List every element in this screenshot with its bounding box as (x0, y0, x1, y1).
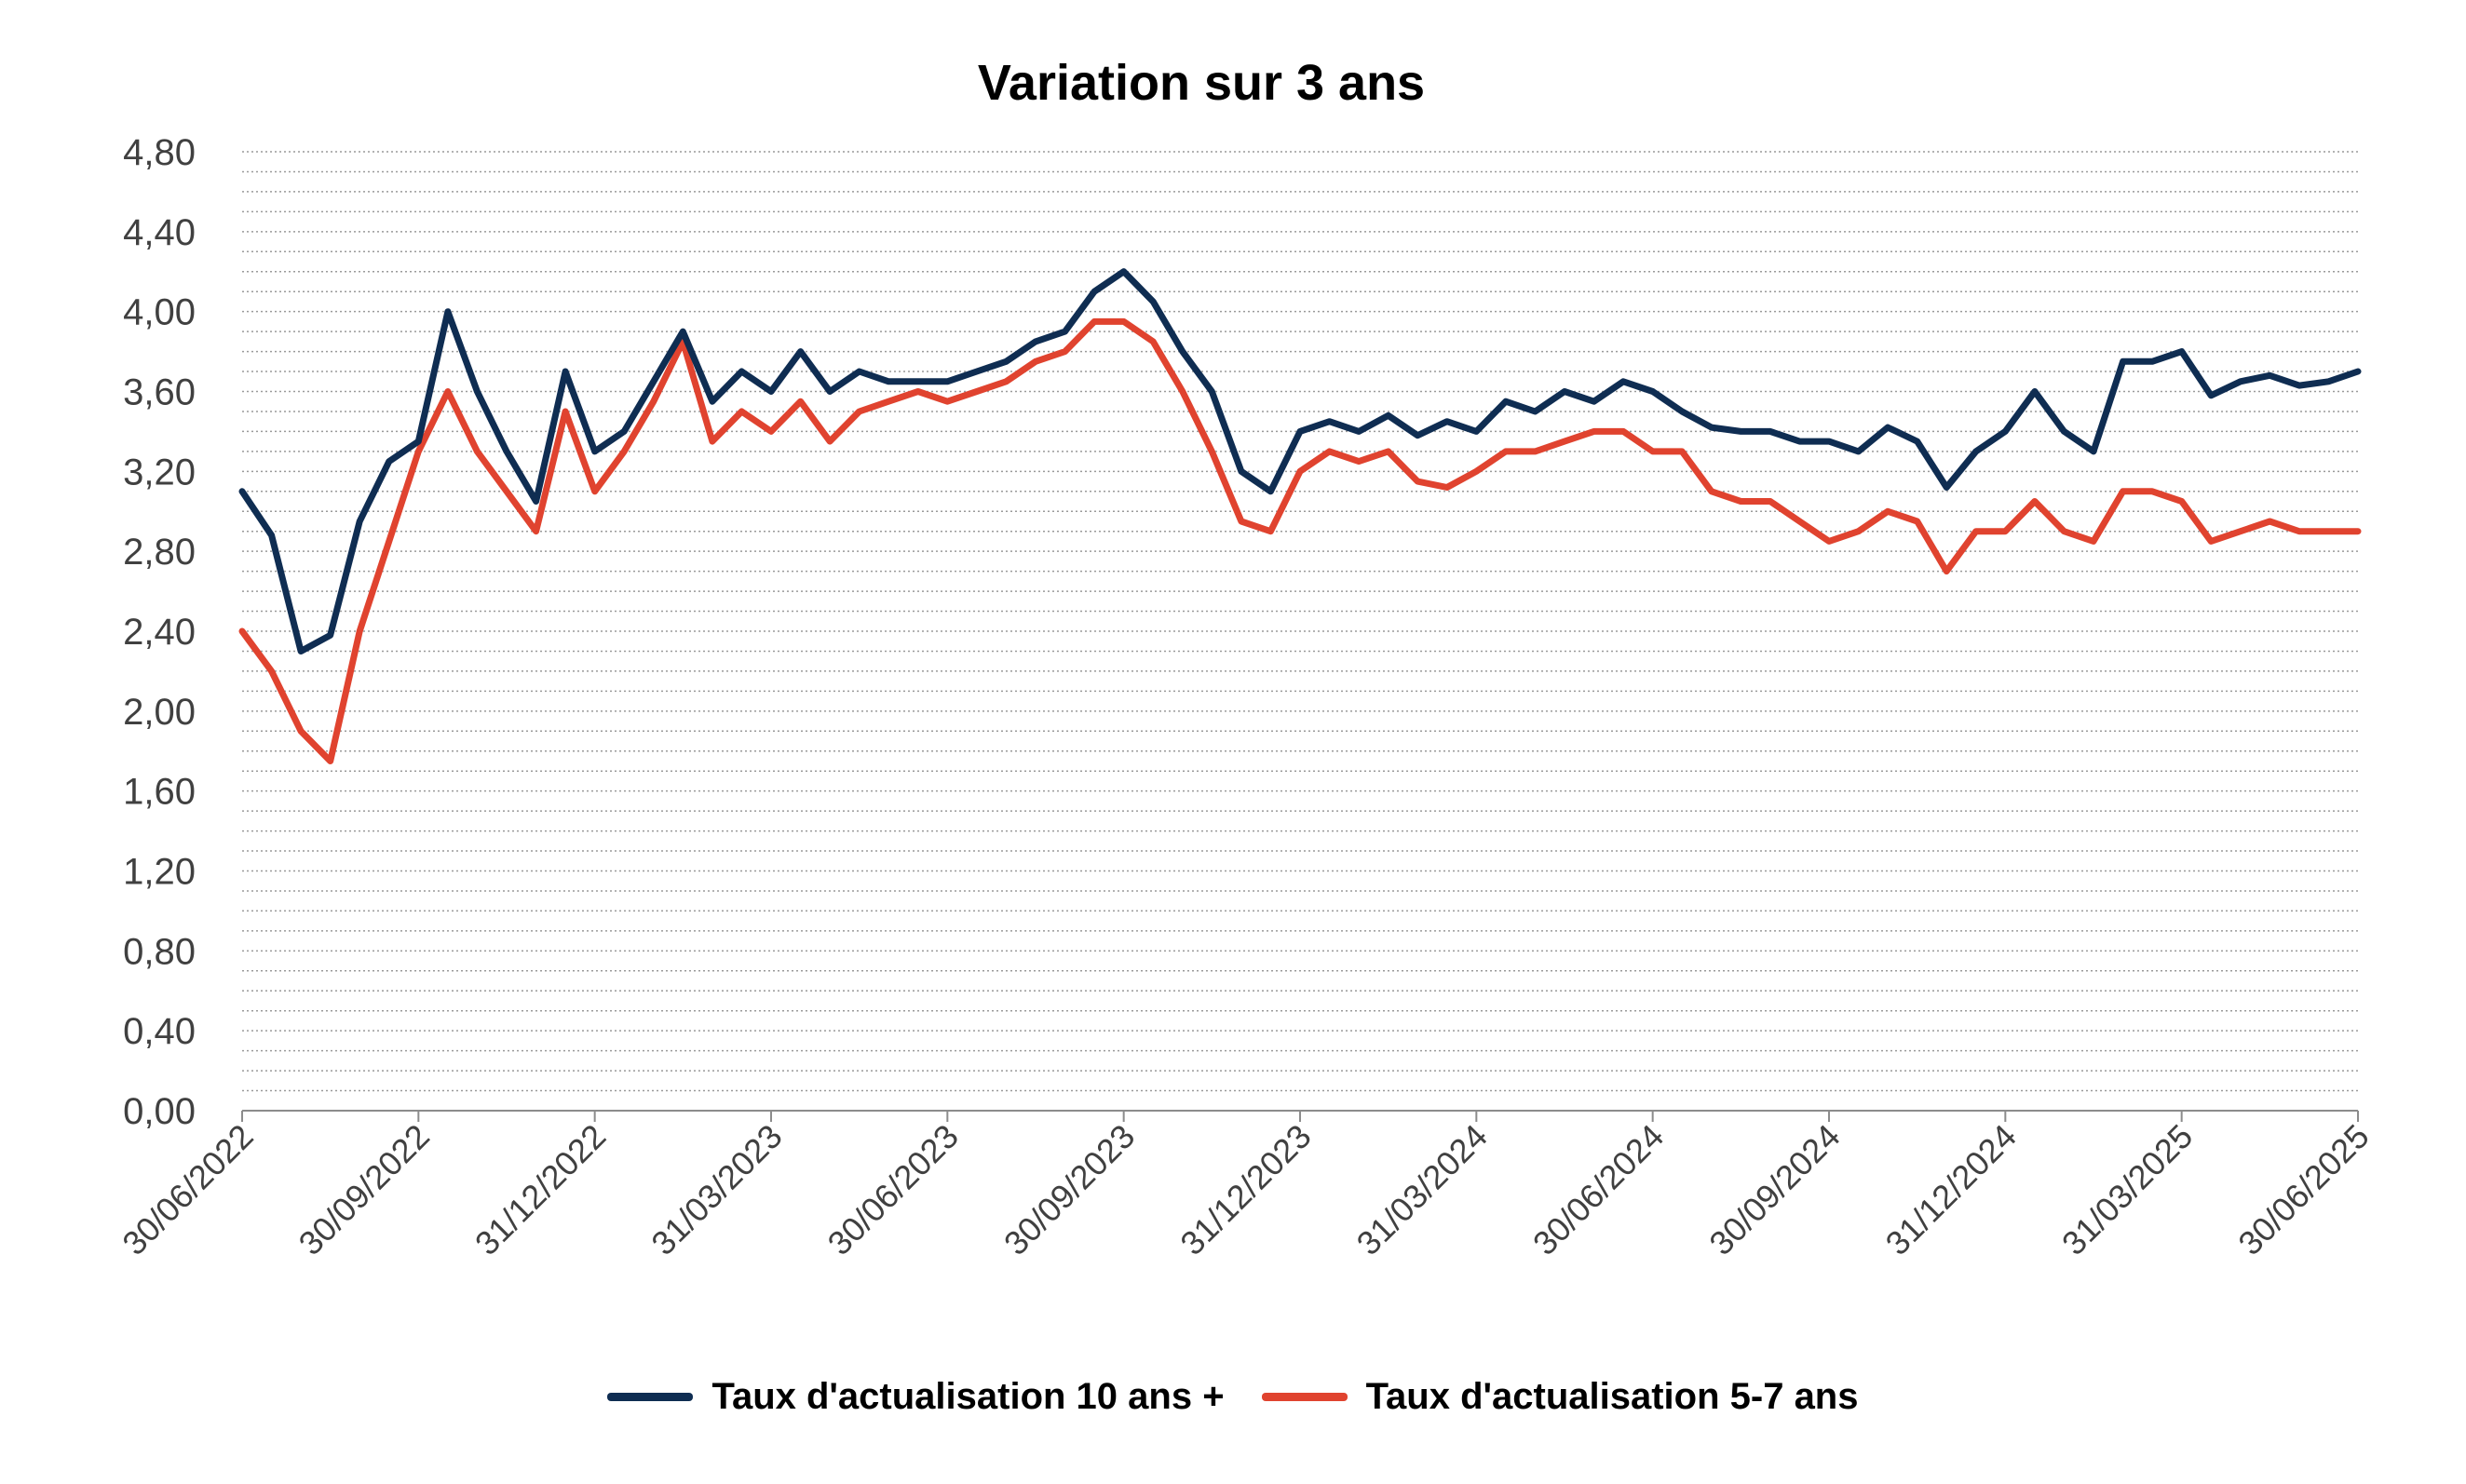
legend-label-5-7-ans: Taux d'actualisation 5-7 ans (1365, 1376, 1859, 1417)
x-tick-label: 30/09/2023 (996, 1117, 1142, 1262)
x-tick-label: 31/03/2025 (2054, 1117, 2200, 1262)
y-tick-label: 4,40 (123, 212, 196, 253)
y-tick-label: 1,60 (123, 772, 196, 813)
x-tick-label: 31/03/2023 (644, 1117, 789, 1262)
y-tick-label: 3,60 (123, 372, 196, 413)
y-tick-label: 0,80 (123, 931, 196, 972)
legend-swatch-5-7-ans (1261, 1393, 1348, 1401)
y-tick-label: 2,00 (123, 692, 196, 733)
grid-lines (242, 151, 2358, 1092)
y-tick-label: 4,00 (123, 292, 196, 333)
legend-item-10-ans: Taux d'actualisation 10 ans + (607, 1376, 1225, 1418)
legend-swatch-10-ans (607, 1393, 694, 1401)
y-tick-label: 2,80 (123, 532, 196, 573)
x-tick-label: 30/06/2024 (1525, 1117, 1671, 1262)
x-tick-label: 30/09/2024 (1701, 1117, 1847, 1262)
x-tick-label: 31/03/2024 (1349, 1117, 1495, 1262)
y-axis-ticks: 0,00 0,40 0,80 1,20 1,60 2,00 2,40 2,80 3,20 3,60… (123, 132, 196, 1132)
x-tick-label: 30/06/2022 (115, 1117, 260, 1262)
legend-item-5-7-ans: Taux d'actualisation 5-7 ans (1261, 1376, 1859, 1418)
series-line-5-7-ans (238, 317, 2362, 764)
x-tick-label: 30/09/2022 (291, 1117, 437, 1262)
legend: Taux d'actualisation 10 ans + Taux d'act… (0, 1376, 2466, 1418)
series-lines (238, 268, 2362, 764)
x-axis-ticks: 30/06/2022 30/09/2022 31/12/2022 31/03/2023… (115, 1111, 2377, 1262)
x-tick-label: 30/06/2023 (820, 1117, 966, 1262)
x-tick-label: 31/12/2022 (467, 1117, 613, 1262)
x-tick-label: 31/12/2023 (1172, 1117, 1318, 1262)
series-line-10-ans (238, 268, 2362, 654)
y-tick-label: 1,20 (123, 852, 196, 893)
chart-title: Variation sur 3 ans (977, 55, 1426, 111)
x-tick-label: 31/12/2024 (1878, 1117, 2024, 1262)
y-tick-label: 4,80 (123, 132, 196, 173)
y-tick-label: 3,20 (123, 452, 196, 492)
x-tick-label: 30/06/2025 (2230, 1117, 2376, 1262)
y-tick-label: 0,00 (123, 1091, 196, 1132)
legend-label-10-ans: Taux d'actualisation 10 ans + (711, 1376, 1225, 1417)
y-tick-label: 0,40 (123, 1011, 196, 1052)
y-tick-label: 2,40 (123, 612, 196, 653)
